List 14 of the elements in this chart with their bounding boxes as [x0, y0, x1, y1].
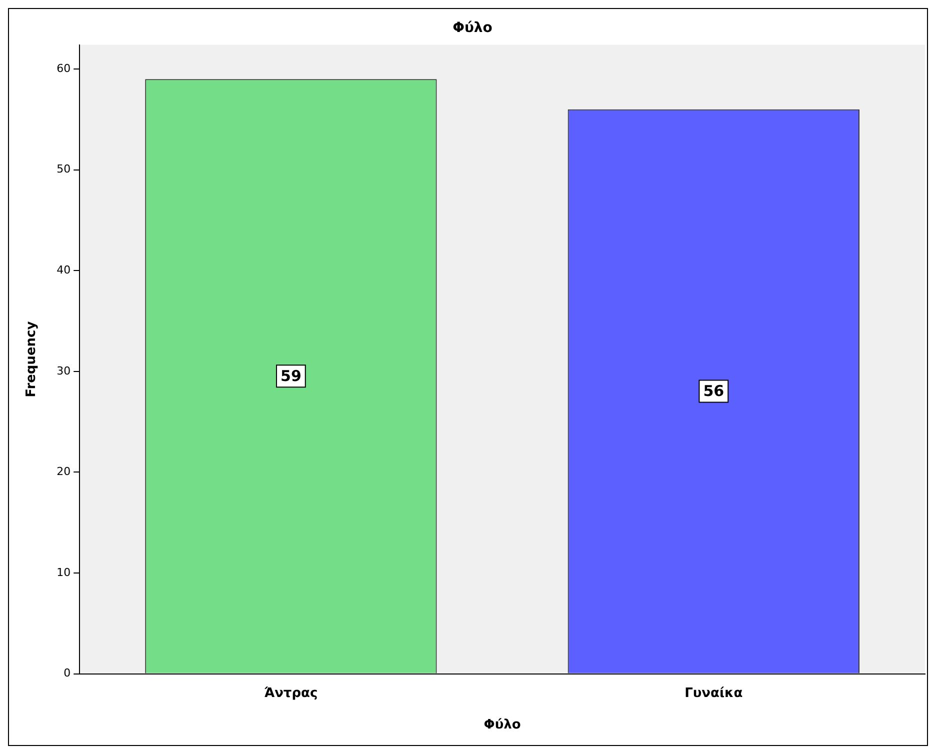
y-tick-label: 10	[56, 566, 71, 579]
x-axis-title: Φύλο	[484, 718, 521, 733]
data-label: 56	[703, 382, 724, 400]
y-tick-label: 0	[64, 666, 71, 680]
y-tick-label: 30	[56, 364, 71, 378]
y-tick-label: 40	[56, 263, 71, 276]
chart-title: Φύλο	[452, 20, 493, 36]
y-tick-label: 20	[56, 465, 71, 478]
x-tick-label: Άντρας	[264, 686, 318, 701]
y-tick-label: 60	[56, 62, 71, 75]
data-label: 59	[280, 367, 302, 386]
y-axis-title: Frequency	[24, 320, 40, 398]
x-tick-label: Γυναίκα	[684, 686, 743, 701]
y-tick-label: 50	[56, 162, 71, 176]
